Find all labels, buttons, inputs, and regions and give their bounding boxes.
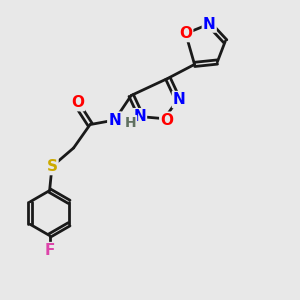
Text: F: F	[44, 243, 55, 258]
Text: H: H	[124, 116, 136, 130]
Text: O: O	[160, 113, 173, 128]
Text: O: O	[71, 95, 84, 110]
Text: N: N	[133, 109, 146, 124]
Text: N: N	[108, 112, 121, 128]
Text: N: N	[173, 92, 186, 107]
Text: O: O	[179, 26, 192, 41]
Text: N: N	[203, 16, 216, 32]
Text: S: S	[46, 159, 58, 174]
